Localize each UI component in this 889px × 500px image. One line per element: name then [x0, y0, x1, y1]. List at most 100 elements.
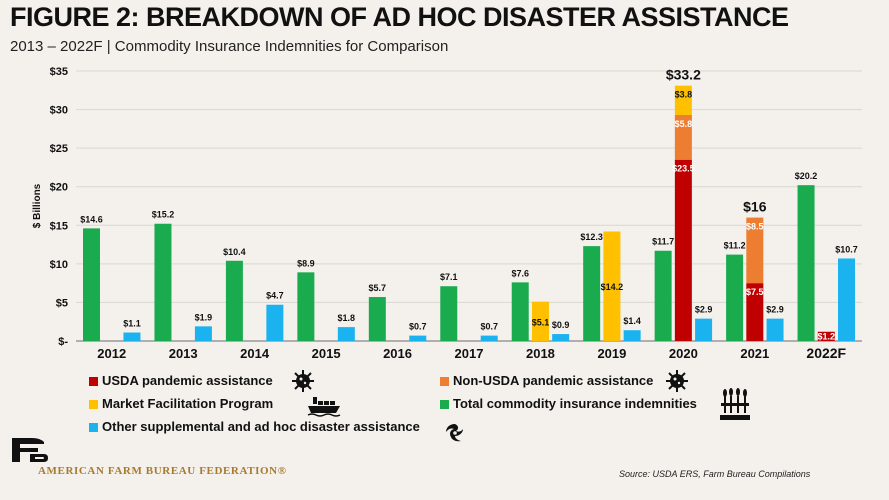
bar-other: [409, 335, 427, 341]
bar-usda-pandemic: [674, 159, 692, 341]
bar-other: [552, 334, 570, 341]
virus-icon: [292, 370, 314, 392]
legend-label-mfp: Market Facilitation Program: [102, 396, 274, 411]
bar-other: [266, 304, 284, 341]
data-label-insurance: $5.7: [369, 283, 387, 293]
bar-other: [766, 318, 784, 341]
y-tick-label: $30: [50, 105, 68, 117]
bar-insurance: [726, 254, 744, 341]
data-label-other: $0.7: [409, 322, 427, 332]
bar-insurance: [154, 223, 172, 341]
bar-other: [337, 327, 355, 341]
data-label-insurance: $12.3: [580, 232, 603, 242]
data-label-other: $4.7: [266, 291, 284, 301]
data-label-insurance: $7.1: [440, 272, 458, 282]
y-tick-label: $-: [58, 336, 68, 348]
bar-other: [123, 332, 141, 341]
y-tick-label: $5: [56, 297, 68, 309]
x-tick-label: 2022F: [806, 345, 846, 361]
bar-insurance: [654, 250, 672, 341]
legend-swatch-usda-pandemic: [89, 377, 98, 386]
x-tick-label: 2014: [240, 346, 270, 361]
x-tick-label: 2016: [383, 346, 412, 361]
figure-subtitle: 2013 – 2022F | Commodity Insurance Indem…: [10, 38, 449, 55]
bar-insurance: [583, 246, 601, 341]
legend-label-insurance: Total commodity insurance indemnities: [453, 396, 697, 411]
y-tick-label: $20: [50, 182, 68, 194]
bar-mfp: [531, 301, 549, 341]
bar-insurance: [297, 272, 315, 341]
bar-insurance: [368, 297, 386, 341]
bar-other: [695, 318, 713, 341]
source-note: Source: USDA ERS, Farm Bureau Compilatio…: [619, 469, 811, 479]
data-label-other: $1.9: [195, 312, 213, 322]
bar-insurance: [511, 282, 529, 341]
stack-total-label: $16: [743, 199, 767, 215]
x-tick-label: 2019: [597, 346, 626, 361]
bar-insurance: [440, 286, 458, 341]
x-tick-label: 2017: [455, 346, 484, 361]
wheat-icon: [720, 388, 750, 420]
bar-non-usda-pandemic: [674, 114, 692, 160]
bar-non-usda-pandemic: [746, 217, 764, 284]
data-label-insurance: $11.7: [652, 237, 674, 247]
legend-swatch-insurance: [440, 400, 449, 409]
data-label-mfp: $14.2: [601, 282, 624, 292]
bar-usda-pandemic: [746, 283, 764, 341]
data-label-mfp: $5.1: [532, 317, 550, 327]
data-label-insurance: $11.2: [724, 241, 746, 251]
x-tick-label: 2013: [169, 346, 198, 361]
data-label-other: $2.9: [766, 305, 784, 315]
data-label-insurance: $10.4: [223, 247, 246, 257]
data-label-usda-pandemic: $7.5: [746, 287, 764, 297]
data-label-other: $0.7: [480, 322, 498, 332]
bar-other: [480, 335, 498, 341]
legend-swatch-mfp: [89, 400, 98, 409]
data-label-mfp: $3.8: [675, 90, 693, 100]
bar-insurance: [225, 260, 243, 341]
data-label-other: $10.7: [835, 244, 858, 254]
bar-other: [194, 326, 212, 341]
hurricane-icon: [446, 424, 463, 442]
legend-label-other: Other supplemental and ad hoc disaster a…: [102, 419, 420, 434]
legend-swatch-non-usda-pandemic: [440, 377, 449, 386]
y-tick-label: $35: [50, 66, 68, 78]
data-label-insurance: $20.2: [795, 171, 818, 181]
data-label-other: $1.8: [338, 313, 356, 323]
data-label-insurance: $7.6: [511, 268, 529, 278]
bar-other: [623, 330, 641, 341]
figure-title: FIGURE 2: BREAKDOWN OF AD HOC DISASTER A…: [10, 2, 789, 32]
data-label-other: $1.4: [623, 316, 641, 326]
data-label-insurance: $15.2: [152, 210, 175, 220]
bar-mfp: [603, 231, 621, 341]
y-tick-label: $15: [50, 220, 68, 232]
data-label-insurance: $14.6: [80, 214, 103, 224]
data-label-usda-pandemic: $1.2: [818, 331, 836, 341]
legend-label-non-usda-pandemic: Non-USDA pandemic assistance: [453, 373, 654, 388]
y-tick-label: $25: [50, 143, 68, 155]
data-label-other: $1.1: [123, 319, 141, 329]
afbf-logo: [12, 438, 48, 462]
bar-insurance: [83, 228, 100, 341]
bar-usda-pandemic: [817, 331, 835, 341]
x-tick-label: 2012: [97, 346, 126, 361]
x-tick-label: 2015: [312, 346, 341, 361]
data-label-non-usda-pandemic: $5.8: [675, 119, 693, 129]
data-label-insurance: $8.9: [297, 258, 315, 268]
bar-insurance: [797, 185, 815, 341]
data-label-non-usda-pandemic: $8.5: [746, 222, 764, 232]
cargo-ship-icon: [307, 397, 341, 417]
bar-other: [838, 258, 855, 341]
bar-mfp: [674, 85, 692, 115]
data-label-other: $0.9: [552, 320, 570, 330]
legend-swatch-other: [89, 423, 98, 432]
legend-label-usda-pandemic: USDA pandemic assistance: [102, 373, 273, 388]
data-label-usda-pandemic: $23.5: [672, 164, 695, 174]
y-axis-label: $ Billions: [32, 183, 43, 228]
y-tick-label: $10: [50, 259, 68, 271]
x-tick-label: 2021: [740, 346, 769, 361]
virus-icon: [666, 370, 688, 392]
organization-name: AMERICAN FARM BUREAU FEDERATION®: [38, 465, 287, 477]
x-tick-label: 2018: [526, 346, 555, 361]
